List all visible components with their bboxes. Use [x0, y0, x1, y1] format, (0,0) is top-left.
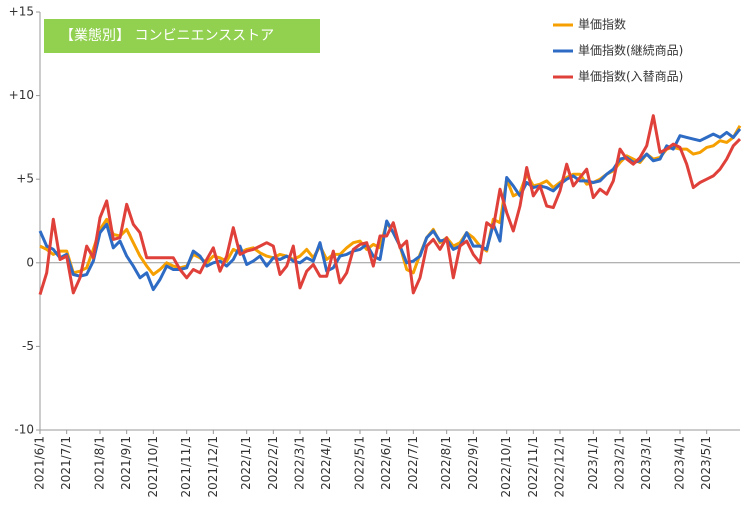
y-tick-label: 0	[26, 255, 34, 269]
x-tick-label: 2022/3/1	[293, 436, 307, 490]
chart-title: 【業態別】 コンビニエンスストア	[60, 28, 274, 44]
x-tick-label: 2022/11/1	[526, 436, 540, 498]
x-tick-label: 2022/10/1	[499, 436, 513, 498]
series-line	[38, 114, 742, 296]
y-tick-label: +5	[16, 172, 34, 186]
x-tick-label: 2022/8/1	[439, 436, 453, 490]
x-tick-label: 2022/9/1	[466, 436, 480, 490]
x-tick-label: 2023/4/1	[673, 436, 687, 490]
x-tick-label: 2023/2/1	[613, 436, 627, 490]
y-tick-label: -10	[14, 423, 34, 437]
x-tick-label: 2021/10/1	[146, 436, 160, 498]
x-tick-label: 2023/3/1	[639, 436, 653, 490]
y-tick-label: -5	[22, 339, 34, 353]
x-tick-label: 2021/9/1	[119, 436, 133, 490]
legend-label: 単価指数(入替商品)	[578, 69, 683, 84]
x-tick-label: 2021/11/1	[179, 436, 193, 498]
title-box	[44, 19, 320, 53]
x-tick-label: 2022/7/1	[406, 436, 420, 490]
x-tick-label: 2022/12/1	[553, 436, 567, 498]
x-tick-label: 2023/5/1	[699, 436, 713, 490]
x-tick-label: 2021/8/1	[93, 436, 107, 490]
x-tick-label: 2021/7/1	[59, 436, 73, 490]
y-tick-label: +15	[9, 5, 34, 19]
x-tick-label: 2021/6/1	[33, 436, 47, 490]
x-tick-label: 2023/1/1	[586, 436, 600, 490]
x-tick-label: 2022/2/1	[266, 436, 280, 490]
x-tick-label: 2022/6/1	[379, 436, 393, 490]
legend-label: 単価指数	[578, 17, 626, 32]
y-tick-label: +10	[9, 88, 34, 102]
x-tick-label: 2022/1/1	[239, 436, 253, 490]
x-tick-label: 2022/5/1	[353, 436, 367, 490]
x-tick-label: 2021/12/1	[206, 436, 220, 498]
x-tick-label: 2022/4/1	[319, 436, 333, 490]
legend-label: 単価指数(継続商品)	[578, 43, 683, 58]
